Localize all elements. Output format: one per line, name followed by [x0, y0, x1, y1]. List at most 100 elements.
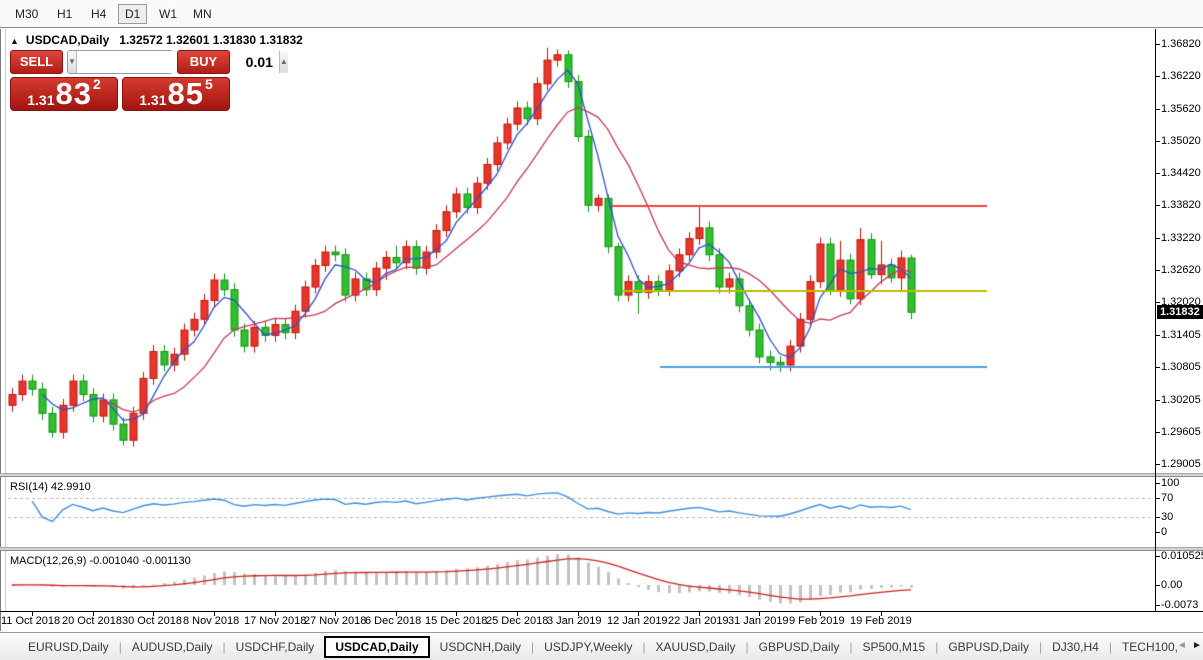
chart-tab-xauusd-daily[interactable]: XAUUSD,Daily: [655, 639, 736, 654]
sell-button[interactable]: SELL: [10, 50, 63, 74]
buy-price-big-digits: 85: [167, 76, 204, 111]
buy-price-display[interactable]: 1.31 85 5: [122, 77, 230, 111]
date-axis-label: 11 Oct 2018: [1, 615, 61, 627]
axis-tick-mark: [1155, 141, 1160, 142]
collapse-panel-icon[interactable]: ▲: [10, 36, 19, 46]
price-axis-label: 1.35620: [1161, 103, 1201, 115]
sell-price-pip-digit: 2: [92, 76, 101, 92]
price-axis-label: 1.29005: [1161, 458, 1201, 470]
price-axis-label: 1.30205: [1161, 394, 1201, 406]
chart-tab-sp500-m15[interactable]: SP500,M15: [862, 639, 926, 654]
chart-tab-audusd-daily[interactable]: AUDUSD,Daily: [131, 639, 213, 654]
timeframe-toolbar: M30 H1 H4 D1 W1 MN: [0, 0, 1203, 28]
axis-tick-mark: [1155, 205, 1160, 206]
price-axis-label: 1.33220: [1161, 232, 1201, 244]
date-axis-label: 3 Jan 2019: [547, 615, 602, 627]
date-axis-label: 8 Nov 2018: [183, 615, 240, 627]
axis-tick-mark: [1155, 532, 1160, 533]
price-axis-label: 1.30805: [1161, 361, 1201, 373]
rsi-axis-label: 0: [1161, 526, 1168, 538]
price-axis-label: 1.35020: [1161, 135, 1201, 147]
timeframe-button-h1[interactable]: H1: [50, 4, 79, 24]
chart-tab-eurusd-daily[interactable]: EURUSD,Daily: [28, 639, 109, 654]
chart-tab-dj30-h4[interactable]: DJ30,H4: [1052, 639, 1099, 654]
rsi-axis-label: 70: [1161, 492, 1174, 504]
date-axis-label: 19 Feb 2019: [850, 615, 912, 627]
date-axis-label: 31 Jan 2019: [728, 615, 789, 627]
tab-separator: |: [1108, 639, 1112, 654]
toolbar-separator: [170, 2, 171, 26]
axis-tick-mark: [1155, 109, 1160, 110]
chart-tab-usdjpy-weekly[interactable]: USDJPY,Weekly: [544, 639, 633, 654]
axis-tick-mark: [1155, 335, 1160, 336]
macd-label: MACD(12,26,9) -0.001040 -0.001130: [10, 555, 191, 567]
tab-separator: |: [745, 639, 749, 654]
axis-tick-mark: [1155, 605, 1160, 606]
timeframe-button-w1[interactable]: W1: [152, 4, 184, 24]
date-tick-mark: [699, 612, 700, 616]
chart-tab-usdcad-daily[interactable]: USDCAD,Daily: [324, 635, 430, 658]
date-axis-label: 15 Dec 2018: [425, 615, 488, 627]
axis-tick-mark: [1155, 238, 1160, 239]
tab-separator: |: [222, 639, 226, 654]
chart-tab-gbpusd-daily[interactable]: GBPUSD,Daily: [758, 639, 840, 654]
tab-separator: |: [118, 639, 122, 654]
axis-tick-mark: [1155, 464, 1160, 465]
date-tick-mark: [456, 612, 457, 616]
volume-increase-button[interactable]: ▲: [278, 51, 288, 73]
current-price-tag: 1.31832: [1157, 305, 1203, 319]
timeframe-button-m30[interactable]: M30: [8, 4, 45, 24]
price-axis-label: 1.29605: [1161, 426, 1201, 438]
axis-tick-mark: [1155, 556, 1160, 557]
date-axis-label: 30 Oct 2018: [122, 615, 182, 627]
tab-separator: |: [1039, 639, 1043, 654]
date-tick-mark: [820, 612, 821, 616]
date-tick-mark: [153, 612, 154, 616]
chart-tab-tech100-[interactable]: TECH100,: [1121, 639, 1178, 654]
tab-separator: |: [642, 639, 646, 654]
date-axis-label: 20 Oct 2018: [62, 615, 122, 627]
buy-button[interactable]: BUY: [177, 50, 230, 74]
chart-header: ▲ USDCAD,Daily 1.32572 1.32601 1.31830 1.3…: [10, 33, 303, 47]
chart-tab-usdcnh-daily[interactable]: USDCNH,Daily: [439, 639, 522, 654]
tab-scroll-left-icon[interactable]: ◄: [1177, 640, 1187, 651]
macd-axis-label: -0.0073: [1161, 599, 1199, 611]
axis-tick-mark: [1155, 517, 1160, 518]
rsi-axis-label: 30: [1161, 511, 1174, 523]
chart-tab-gbpusd-daily[interactable]: GBPUSD,Daily: [948, 639, 1030, 654]
macd-axis-label: 0.00: [1161, 579, 1183, 591]
price-axis-label: 1.34420: [1161, 167, 1201, 179]
pane-splitter-rsi[interactable]: [0, 473, 1203, 477]
tab-separator: |: [935, 639, 939, 654]
date-tick-mark: [638, 612, 639, 616]
pane-splitter-macd[interactable]: [0, 547, 1203, 551]
date-tick-mark: [881, 612, 882, 616]
rsi-indicator-canvas[interactable]: [0, 477, 1155, 547]
axis-tick-mark: [1155, 585, 1160, 586]
tab-scroll-right-icon[interactable]: ►: [1192, 640, 1202, 651]
sell-price-display[interactable]: 1.31 83 2: [10, 77, 118, 111]
price-axis-label: 1.31405: [1161, 329, 1201, 341]
date-axis-label: 6 Dec 2018: [365, 615, 422, 627]
timeframe-button-d1[interactable]: D1: [118, 4, 148, 24]
date-tick-mark: [275, 612, 276, 616]
date-tick-mark: [578, 612, 579, 616]
symbol-title: USDCAD,Daily: [25, 33, 110, 47]
macd-axis-label: 0.010525: [1161, 550, 1203, 562]
date-tick-mark: [93, 612, 94, 616]
date-axis-label: 17 Nov 2018: [244, 615, 307, 627]
axis-tick-mark: [1155, 498, 1160, 499]
price-axis-separator: [1155, 29, 1156, 611]
timeframe-button-h4[interactable]: H4: [84, 4, 113, 24]
date-tick-mark: [335, 612, 336, 616]
volume-decrease-button[interactable]: ▼: [68, 51, 77, 73]
date-axis-label: 12 Jan 2019: [607, 615, 668, 627]
tab-separator: |: [531, 639, 535, 654]
macd-indicator-canvas[interactable]: [0, 551, 1155, 611]
timeframe-button-mn[interactable]: MN: [186, 4, 219, 24]
axis-tick-mark: [1155, 483, 1160, 484]
axis-tick-mark: [1155, 367, 1160, 368]
axis-tick-mark: [1155, 44, 1160, 45]
chart-tab-usdchf-daily[interactable]: USDCHF,Daily: [235, 639, 315, 654]
date-axis-label: 25 Dec 2018: [486, 615, 549, 627]
